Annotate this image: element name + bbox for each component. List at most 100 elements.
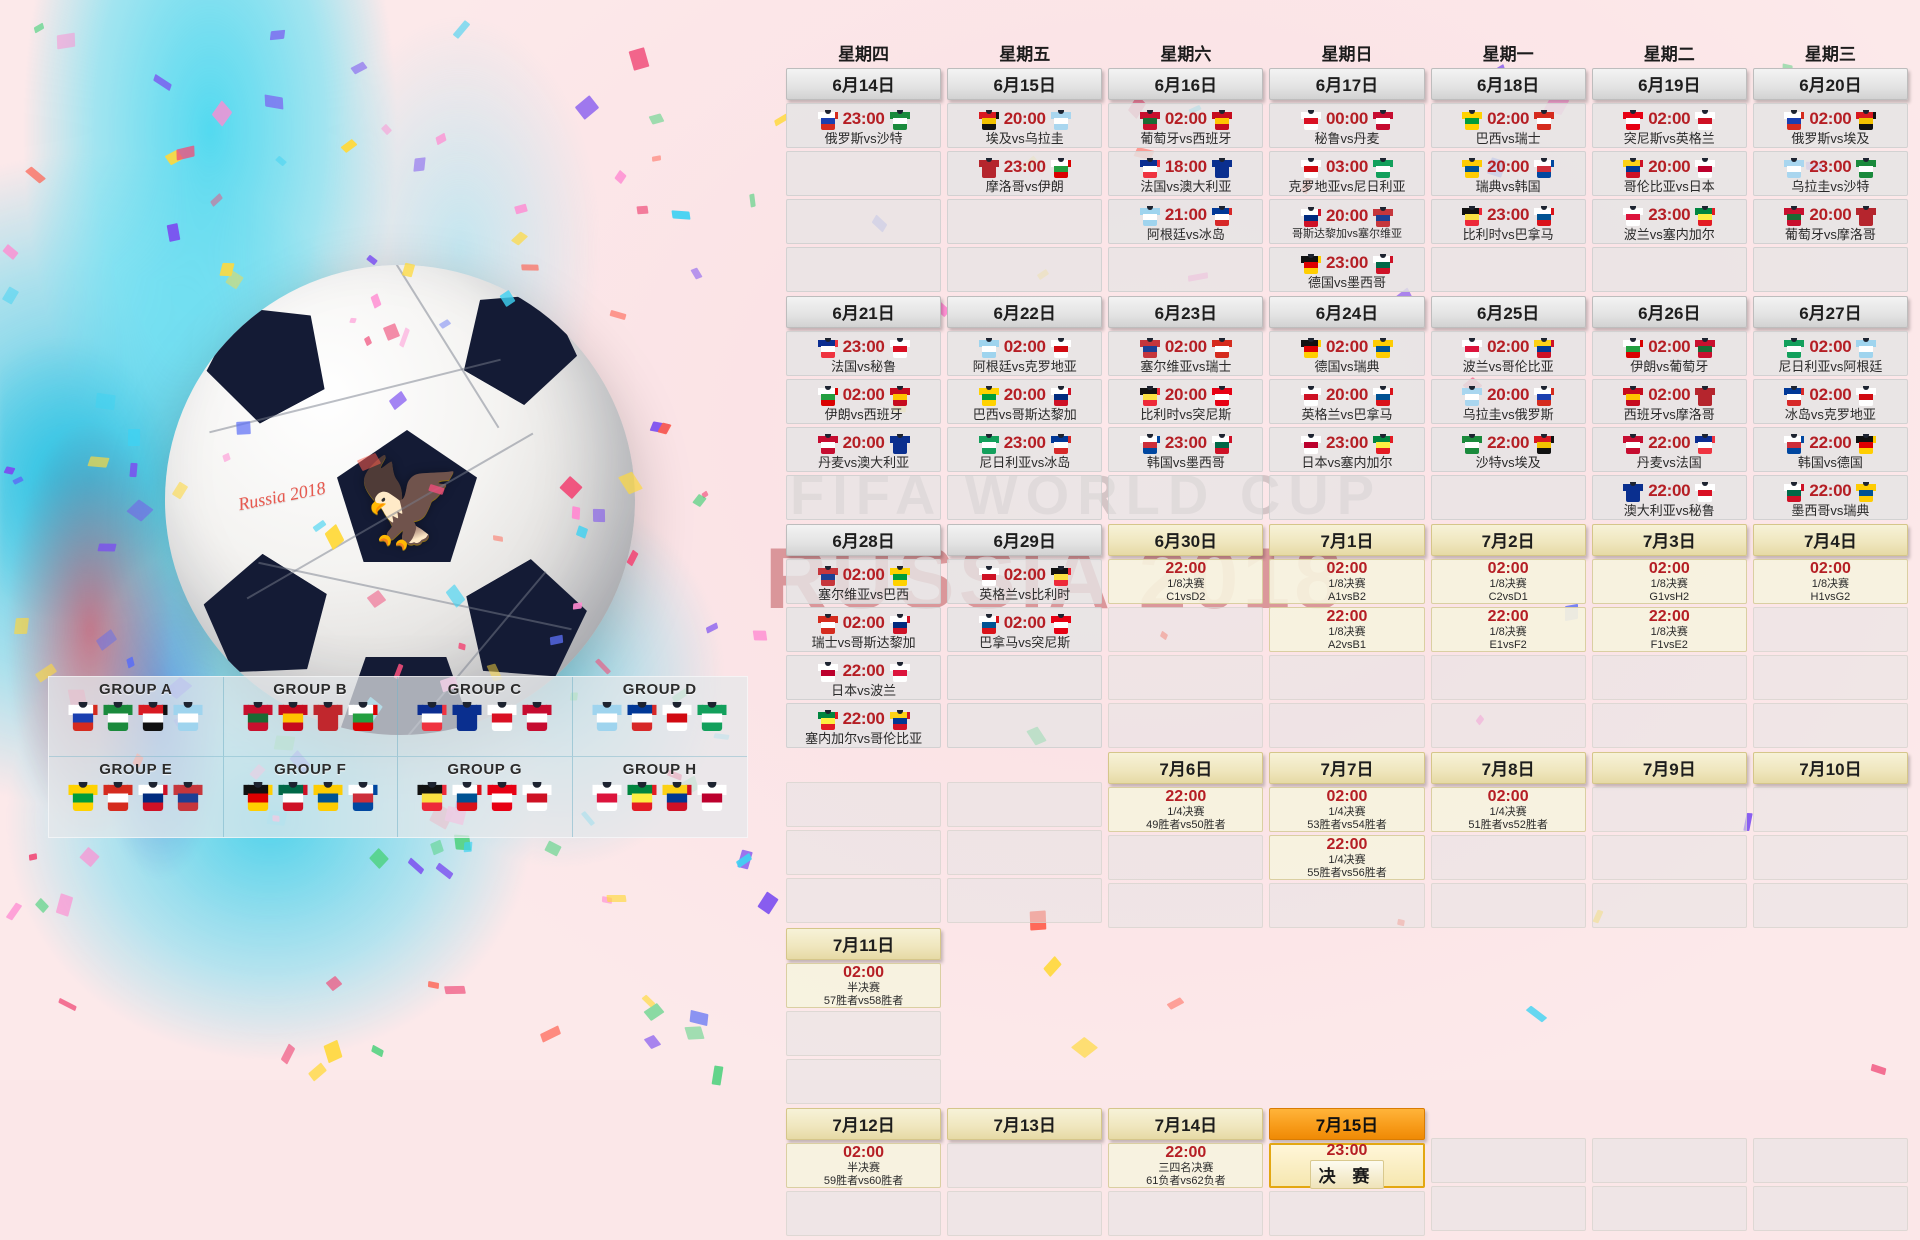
date-header-6月20日[interactable]: 6月20日: [1752, 68, 1908, 100]
group-box-group-b[interactable]: GROUP B: [223, 677, 398, 757]
match-cell[interactable]: 03:00 克罗地亚vs尼日利亚: [1269, 151, 1425, 196]
match-cell[interactable]: 23:00 日本vs塞内加尔: [1269, 427, 1425, 472]
date-header-6月26日[interactable]: 6月26日: [1591, 296, 1747, 328]
group-box-group-f[interactable]: GROUP F: [224, 757, 398, 837]
match-cell[interactable]: 18:00 法国vs澳大利亚: [1108, 151, 1264, 196]
match-cell[interactable]: 23:00 乌拉圭vs沙特: [1752, 151, 1908, 196]
date-header-6月22日[interactable]: 6月22日: [947, 296, 1103, 328]
date-header-7月12日[interactable]: 7月12日: [786, 1108, 942, 1140]
date-header-7月14日[interactable]: 7月14日: [1108, 1108, 1264, 1140]
knockout-match-cell[interactable]: 22:00 1/8决赛 C1vsD2: [1108, 559, 1264, 604]
match-cell[interactable]: 02:00 西班牙vs摩洛哥: [1591, 379, 1747, 424]
knockout-match-cell[interactable]: 02:00 1/8决赛 C2vsD1: [1430, 559, 1586, 604]
knockout-match-cell[interactable]: 22:00 三四名决赛 61负者vs62负者: [1108, 1143, 1264, 1188]
group-box-group-a[interactable]: GROUP A: [49, 677, 224, 757]
match-cell[interactable]: 20:00 比利时vs突尼斯: [1108, 379, 1264, 424]
match-cell[interactable]: 02:00 波兰vs哥伦比亚: [1430, 331, 1586, 376]
final-match-cell[interactable]: 23:00 决 赛: [1269, 1142, 1425, 1189]
date-header-6月16日[interactable]: 6月16日: [1108, 68, 1264, 100]
knockout-match-cell[interactable]: 02:00 1/4决赛 53胜者vs54胜者: [1269, 787, 1425, 832]
date-header-6月27日[interactable]: 6月27日: [1752, 296, 1908, 328]
date-header-6月25日[interactable]: 6月25日: [1430, 296, 1586, 328]
knockout-match-cell[interactable]: 02:00 1/8决赛 A1vsB2: [1269, 559, 1425, 604]
match-cell[interactable]: 02:00 阿根廷vs克罗地亚: [947, 331, 1103, 376]
group-box-group-g[interactable]: GROUP G: [398, 757, 573, 837]
knockout-match-cell[interactable]: 02:00 1/8决赛 H1vsG2: [1752, 559, 1908, 604]
match-cell[interactable]: 23:00 比利时vs巴拿马: [1430, 199, 1586, 244]
match-cell[interactable]: 02:00 突尼斯vs英格兰: [1591, 103, 1747, 148]
match-cell[interactable]: 20:00 哥伦比亚vs日本: [1591, 151, 1747, 196]
knockout-match-cell[interactable]: 02:00 1/8决赛 G1vsH2: [1591, 559, 1747, 604]
match-cell[interactable]: 02:00 巴拿马vs突尼斯: [947, 607, 1103, 652]
date-header-6月15日[interactable]: 6月15日: [947, 68, 1103, 100]
match-cell[interactable]: 02:00 俄罗斯vs埃及: [1752, 103, 1908, 148]
date-header-6月30日[interactable]: 6月30日: [1108, 524, 1264, 556]
match-cell[interactable]: 02:00 巴西vs瑞士: [1430, 103, 1586, 148]
match-cell[interactable]: 23:00 德国vs墨西哥: [1269, 247, 1425, 292]
date-header-7月2日[interactable]: 7月2日: [1430, 524, 1586, 556]
knockout-match-cell[interactable]: 22:00 1/8决赛 E1vsF2: [1430, 607, 1586, 652]
date-header-7月15日[interactable]: 7月15日: [1269, 1108, 1425, 1140]
match-cell[interactable]: 22:00 澳大利亚vs秘鲁: [1591, 475, 1747, 520]
match-cell[interactable]: 20:00 巴西vs哥斯达黎加: [947, 379, 1103, 424]
match-cell[interactable]: 20:00 埃及vs乌拉圭: [947, 103, 1103, 148]
match-cell[interactable]: 23:00 韩国vs墨西哥: [1108, 427, 1264, 472]
match-cell[interactable]: 02:00 德国vs瑞典: [1269, 331, 1425, 376]
match-cell[interactable]: 23:00 摩洛哥vs伊朗: [947, 151, 1103, 196]
match-cell[interactable]: 23:00 法国vs秘鲁: [786, 331, 942, 376]
match-cell[interactable]: 00:00 秘鲁vs丹麦: [1269, 103, 1425, 148]
date-header-7月11日[interactable]: 7月11日: [786, 928, 942, 960]
match-cell[interactable]: 02:00 塞尔维亚vs巴西: [786, 559, 942, 604]
match-cell[interactable]: 02:00 塞尔维亚vs瑞士: [1108, 331, 1264, 376]
match-cell[interactable]: 20:00 乌拉圭vs俄罗斯: [1430, 379, 1586, 424]
date-header-6月28日[interactable]: 6月28日: [786, 524, 942, 556]
knockout-match-cell[interactable]: 22:00 1/8决赛 F1vsE2: [1591, 607, 1747, 652]
group-box-group-h[interactable]: GROUP H: [573, 757, 748, 837]
match-cell[interactable]: 20:00 丹麦vs澳大利亚: [786, 427, 942, 472]
date-header-7月1日[interactable]: 7月1日: [1269, 524, 1425, 556]
match-cell[interactable]: 22:00 韩国vs德国: [1752, 427, 1908, 472]
match-cell[interactable]: 02:00 伊朗vs葡萄牙: [1591, 331, 1747, 376]
match-cell[interactable]: 20:00 哥斯达黎加vs塞尔维亚: [1269, 199, 1425, 244]
date-header-7月13日[interactable]: 7月13日: [947, 1108, 1103, 1140]
date-header-6月29日[interactable]: 6月29日: [947, 524, 1103, 556]
match-cell[interactable]: 21:00 阿根廷vs冰岛: [1108, 199, 1264, 244]
knockout-match-cell[interactable]: 02:00 1/4决赛 51胜者vs52胜者: [1430, 787, 1586, 832]
date-header-6月18日[interactable]: 6月18日: [1430, 68, 1586, 100]
date-header-6月23日[interactable]: 6月23日: [1108, 296, 1264, 328]
match-cell[interactable]: 20:00 英格兰vs巴拿马: [1269, 379, 1425, 424]
match-cell[interactable]: 20:00 瑞典vs韩国: [1430, 151, 1586, 196]
knockout-match-cell[interactable]: 02:00 半决赛 59胜者vs60胜者: [786, 1143, 942, 1188]
knockout-match-cell[interactable]: 22:00 1/4决赛 55胜者vs56胜者: [1269, 835, 1425, 880]
knockout-match-cell[interactable]: 22:00 1/4决赛 49胜者vs50胜者: [1108, 787, 1264, 832]
match-cell[interactable]: 02:00 尼日利亚vs阿根廷: [1752, 331, 1908, 376]
date-header-7月7日[interactable]: 7月7日: [1269, 752, 1425, 784]
date-header-7月9日[interactable]: 7月9日: [1591, 752, 1747, 784]
group-box-group-c[interactable]: GROUP C: [398, 677, 573, 757]
date-header-6月14日[interactable]: 6月14日: [786, 68, 942, 100]
match-cell[interactable]: 02:00 伊朗vs西班牙: [786, 379, 942, 424]
date-header-7月4日[interactable]: 7月4日: [1752, 524, 1908, 556]
date-header-7月8日[interactable]: 7月8日: [1430, 752, 1586, 784]
date-header-6月17日[interactable]: 6月17日: [1269, 68, 1425, 100]
group-box-group-d[interactable]: GROUP D: [572, 677, 747, 757]
date-header-6月24日[interactable]: 6月24日: [1269, 296, 1425, 328]
date-header-7月10日[interactable]: 7月10日: [1752, 752, 1908, 784]
match-cell[interactable]: 23:00 尼日利亚vs冰岛: [947, 427, 1103, 472]
match-cell[interactable]: 22:00 日本vs波兰: [786, 655, 942, 700]
match-cell[interactable]: 22:00 塞内加尔vs哥伦比亚: [786, 703, 942, 748]
match-cell[interactable]: 23:00 波兰vs塞内加尔: [1591, 199, 1747, 244]
knockout-match-cell[interactable]: 22:00 1/8决赛 A2vsB1: [1269, 607, 1425, 652]
match-cell[interactable]: 02:00 冰岛vs克罗地亚: [1752, 379, 1908, 424]
match-cell[interactable]: 22:00 墨西哥vs瑞典: [1752, 475, 1908, 520]
group-box-group-e[interactable]: GROUP E: [49, 757, 224, 837]
match-cell[interactable]: 22:00 沙特vs埃及: [1430, 427, 1586, 472]
date-header-6月19日[interactable]: 6月19日: [1591, 68, 1747, 100]
match-cell[interactable]: 02:00 瑞士vs哥斯达黎加: [786, 607, 942, 652]
date-header-7月6日[interactable]: 7月6日: [1108, 752, 1264, 784]
date-header-6月21日[interactable]: 6月21日: [786, 296, 942, 328]
match-cell[interactable]: 20:00 葡萄牙vs摩洛哥: [1752, 199, 1908, 244]
match-cell[interactable]: 02:00 英格兰vs比利时: [947, 559, 1103, 604]
match-cell[interactable]: 23:00 俄罗斯vs沙特: [786, 103, 942, 148]
date-header-7月3日[interactable]: 7月3日: [1591, 524, 1747, 556]
